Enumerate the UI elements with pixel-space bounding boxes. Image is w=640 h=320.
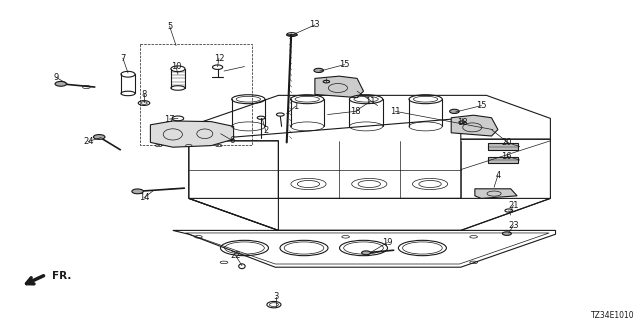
Text: 17: 17 [164, 115, 175, 124]
Text: 13: 13 [310, 20, 320, 29]
Text: 15: 15 [476, 101, 486, 110]
Text: 24: 24 [83, 137, 93, 146]
Ellipse shape [449, 109, 460, 113]
Text: 19: 19 [382, 238, 392, 247]
Bar [140, 44, 252, 145]
Text: 11: 11 [390, 107, 401, 116]
Text: 16: 16 [502, 152, 512, 161]
Text: 4: 4 [495, 171, 500, 180]
Ellipse shape [93, 134, 105, 140]
Polygon shape [488, 143, 518, 150]
Polygon shape [451, 115, 498, 136]
Text: 22: 22 [230, 251, 241, 260]
Text: 9: 9 [54, 73, 59, 82]
Text: 20: 20 [502, 138, 512, 147]
Polygon shape [488, 157, 518, 163]
Text: 6: 6 [229, 136, 234, 145]
Polygon shape [315, 76, 364, 98]
Polygon shape [150, 121, 234, 147]
Ellipse shape [314, 68, 324, 73]
Text: FR.: FR. [52, 271, 72, 281]
Text: 5: 5 [167, 22, 172, 31]
Text: 12: 12 [214, 54, 224, 63]
Text: 14: 14 [139, 193, 149, 202]
Text: 7: 7 [120, 54, 125, 63]
Text: 10: 10 [171, 62, 181, 71]
Ellipse shape [502, 232, 511, 236]
Text: 18: 18 [457, 118, 467, 127]
Text: 21: 21 [508, 201, 518, 210]
Text: 23: 23 [508, 221, 518, 230]
Ellipse shape [362, 251, 371, 255]
Text: 3: 3 [274, 292, 279, 301]
Ellipse shape [55, 81, 67, 86]
Text: 18: 18 [350, 107, 360, 116]
Text: 15: 15 [339, 60, 349, 69]
Text: 8: 8 [141, 90, 147, 99]
Text: TZ34E1010: TZ34E1010 [591, 311, 635, 320]
Text: 1: 1 [293, 102, 298, 111]
Ellipse shape [132, 189, 143, 194]
Text: 11: 11 [365, 97, 375, 106]
Polygon shape [475, 189, 517, 198]
Text: 2: 2 [263, 126, 268, 135]
